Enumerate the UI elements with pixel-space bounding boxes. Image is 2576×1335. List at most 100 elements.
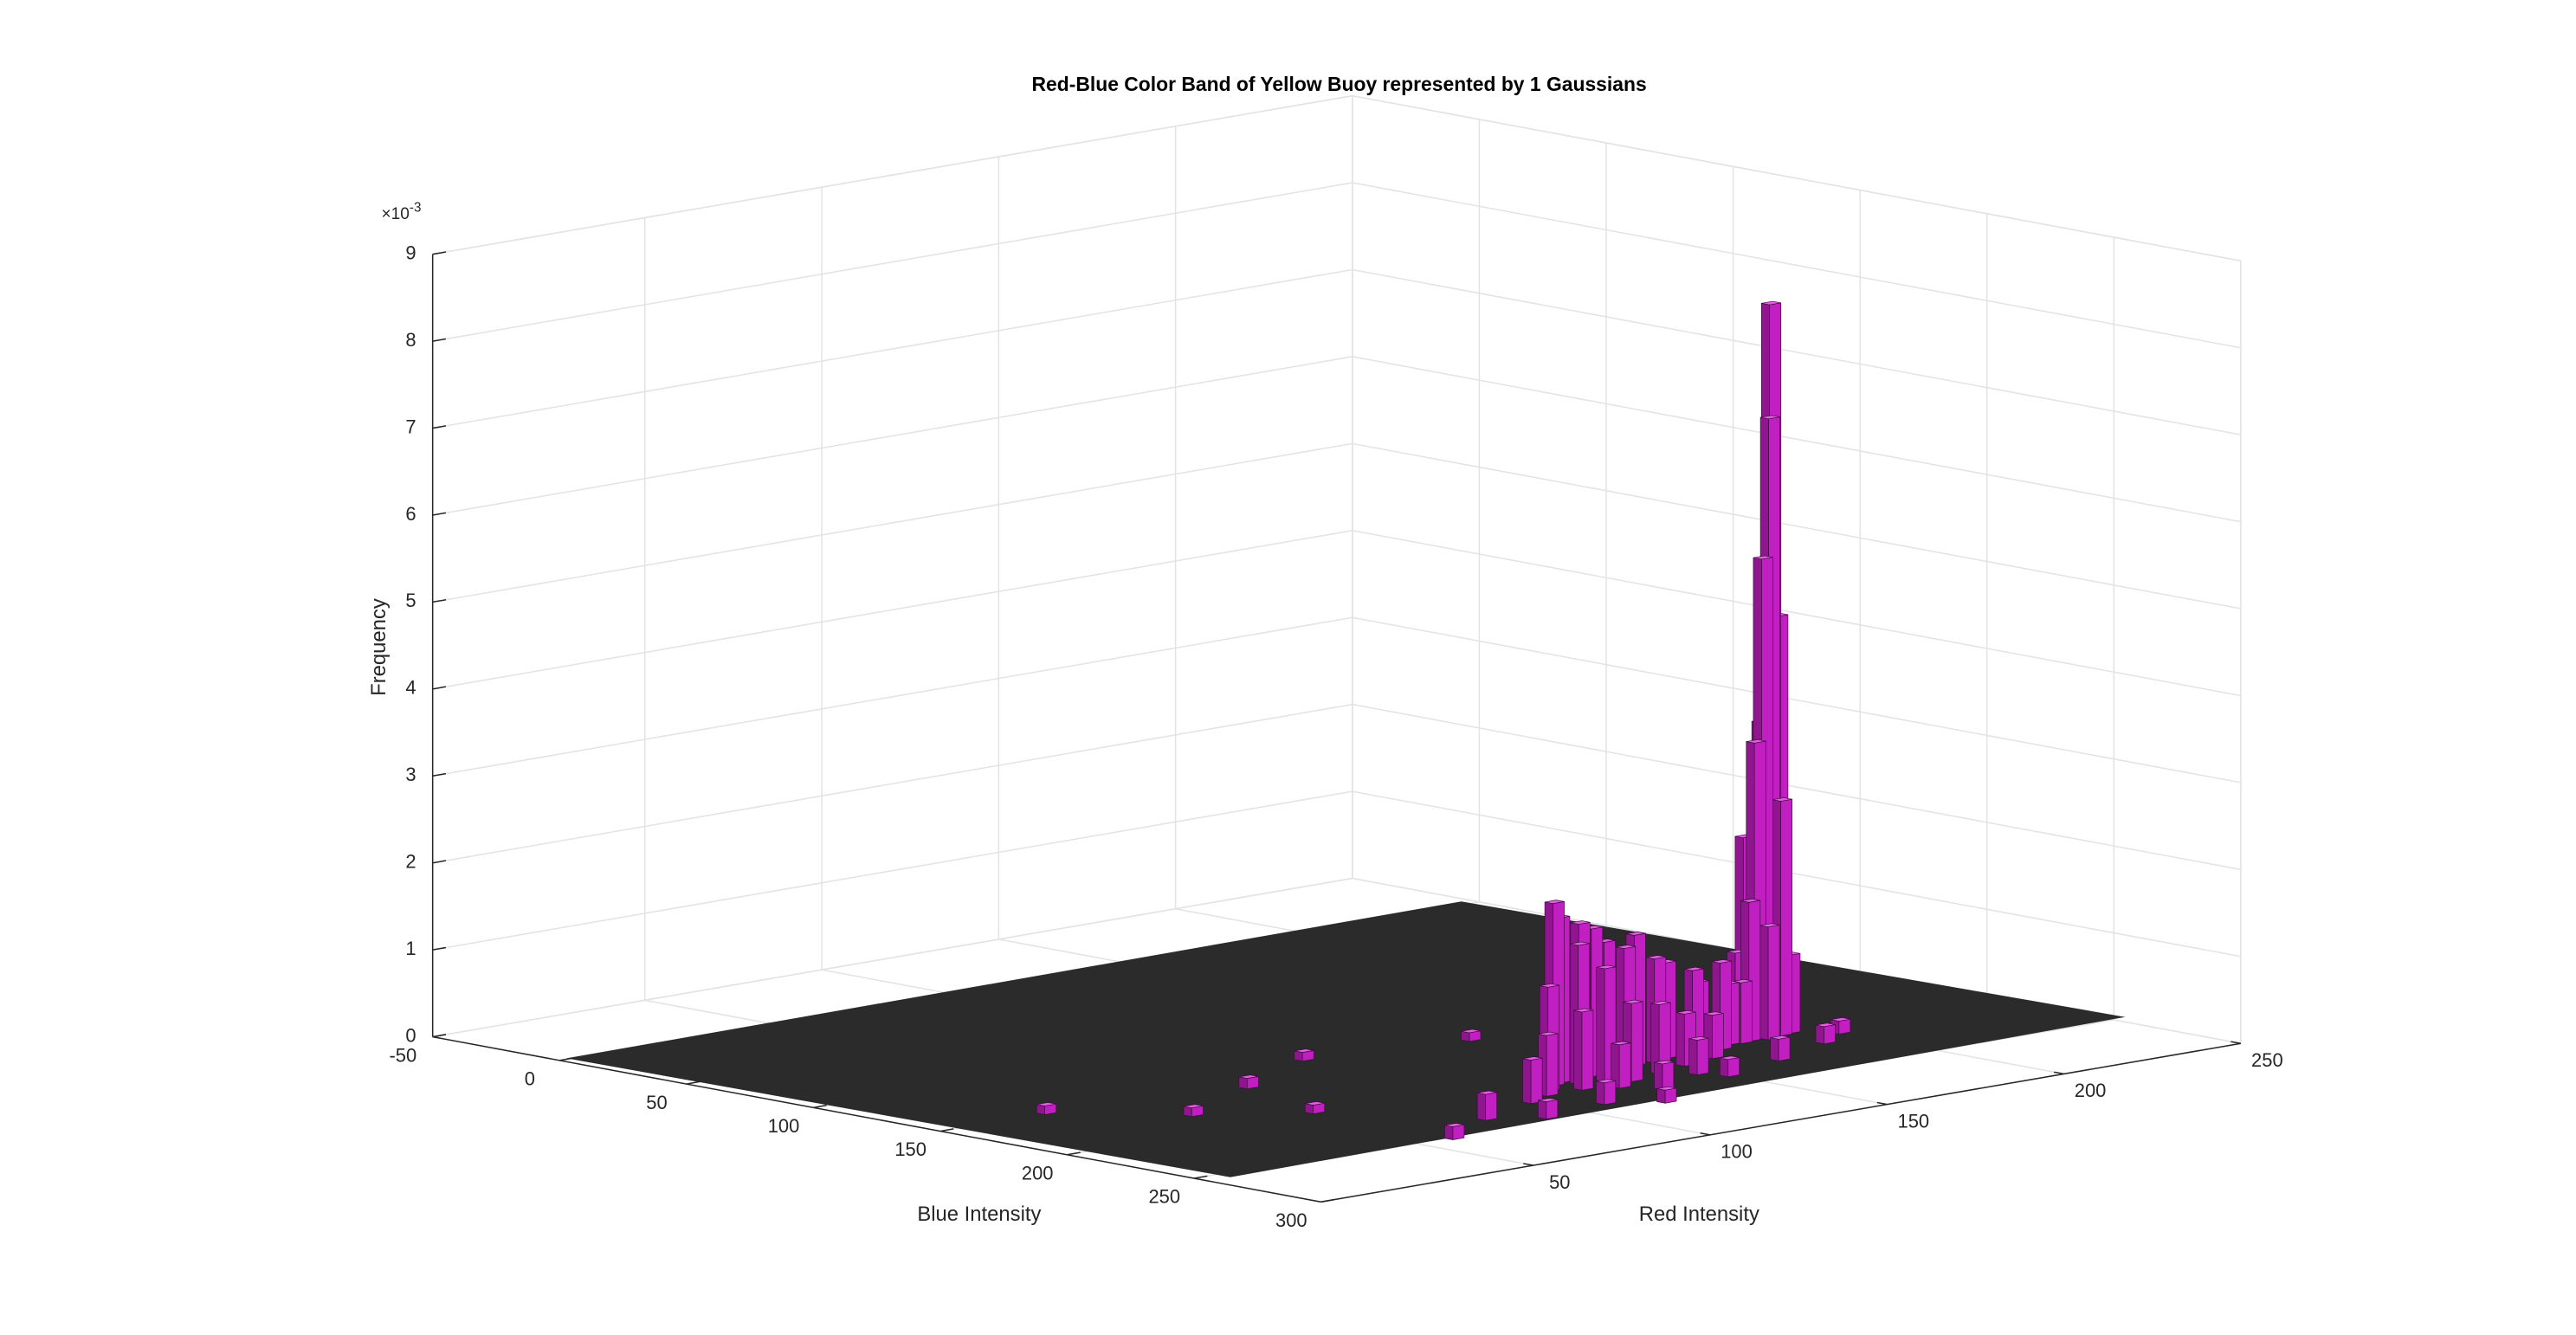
bar-top-face [1545, 900, 1565, 904]
y-tick [1193, 1175, 1208, 1179]
bar-top-face [1540, 983, 1559, 988]
bar-top-face [1675, 1009, 1696, 1015]
bar [1461, 1029, 1482, 1042]
bar-side-face [1596, 966, 1605, 1082]
grid-line [1352, 616, 2241, 784]
y-axis-label: Blue Intensity [917, 1203, 1041, 1226]
bar-top-face [1830, 1017, 1850, 1022]
y-tick-label: 300 [1275, 1209, 1307, 1231]
bar-top-face [1538, 1098, 1558, 1102]
bar-front-face [1767, 925, 1780, 1041]
grid-line [1352, 790, 2241, 958]
bar-side-face [1444, 1125, 1454, 1140]
z-tick-label: 8 [405, 329, 416, 351]
x-tick [1523, 1163, 1533, 1166]
z-tick-label: 0 [405, 1024, 416, 1046]
z-multiplier-base: ×10 [382, 205, 410, 223]
grid-line [1352, 268, 2241, 435]
bar-top-face [1654, 1060, 1675, 1065]
bar-side-face [1770, 1037, 1779, 1061]
bar-side-face [1656, 1088, 1666, 1104]
grid-line [1352, 530, 2241, 697]
z-tick-label: 5 [405, 590, 416, 611]
bar-front-face [1530, 1057, 1543, 1105]
bar [1304, 1101, 1326, 1114]
bar-side-face [1815, 1024, 1824, 1045]
bar-front-face [1696, 1037, 1709, 1076]
bar-front-face [1618, 1042, 1631, 1089]
y-tick [686, 1080, 700, 1085]
bar-front-face [1546, 1099, 1559, 1120]
bar-side-face [1522, 1058, 1532, 1105]
bar-front-face [1604, 1080, 1617, 1106]
grid-line [1352, 356, 2241, 523]
bar [1522, 1056, 1543, 1105]
y-tick-label: -50 [390, 1044, 417, 1066]
bar-top-face [1477, 1090, 1497, 1095]
bar-top-face [1712, 959, 1732, 964]
z-tick [432, 946, 447, 951]
y-tick-label: 50 [646, 1092, 667, 1113]
bar-front-face [1824, 1024, 1836, 1045]
bar-side-face [1688, 1038, 1698, 1076]
z-tick [432, 686, 447, 690]
x-tick-label: 200 [2075, 1080, 2107, 1101]
x-tick [2053, 1071, 2064, 1075]
bar-front-face [1838, 1018, 1851, 1035]
grid-line [432, 530, 1353, 690]
x-tick [2231, 1041, 2241, 1044]
bar-side-face [1538, 1100, 1547, 1120]
bar-side-face [1238, 1076, 1248, 1090]
bar-top-face [1036, 1102, 1056, 1106]
x-axis-line [1320, 1042, 2241, 1203]
bar-top-face [1625, 932, 1646, 936]
bar [1538, 1098, 1559, 1120]
bar-top-face [1770, 1035, 1791, 1040]
bar [1623, 999, 1643, 1082]
x-axis-label: Red Intensity [1639, 1203, 1759, 1226]
z-tick-label: 7 [405, 416, 416, 437]
bar-top-face [1570, 920, 1591, 925]
bar-front-face [1485, 1092, 1498, 1121]
z-axis-label: Frequency [367, 598, 391, 696]
z-tick [432, 598, 447, 603]
y-tick [1067, 1151, 1081, 1156]
bar-top-face [1596, 964, 1617, 970]
grid-line [432, 356, 1353, 516]
y-tick-label: 100 [768, 1115, 800, 1137]
y-tick-label: 150 [894, 1138, 926, 1160]
bar-top-face [1573, 1008, 1594, 1013]
bar-top-face [1646, 955, 1666, 959]
x-tick [1700, 1132, 1711, 1136]
bar-top-face [1720, 1055, 1740, 1061]
bar [1036, 1102, 1057, 1115]
z-multiplier: ×10-3 [382, 200, 422, 223]
grid-line [1352, 94, 2241, 262]
bar-front-face [1711, 1013, 1724, 1060]
bar [1719, 1055, 1740, 1078]
grid-line [432, 442, 1353, 603]
x-tick-label: 250 [2251, 1049, 2283, 1071]
bar-side-face [1759, 925, 1769, 1041]
bar-top-face [1688, 1036, 1709, 1041]
bar-top-face [1761, 300, 1781, 306]
bar-top-face [1740, 898, 1760, 903]
z-tick [432, 512, 447, 516]
bar [1688, 1036, 1709, 1076]
bar [1476, 1090, 1498, 1121]
z-tick-label: 9 [405, 242, 416, 263]
grid-line [432, 94, 1353, 255]
bar-top-face [1623, 999, 1643, 1004]
y-tick [1320, 1198, 1335, 1203]
x-tick [1876, 1101, 1888, 1106]
bar-top-face [1616, 945, 1636, 949]
bar [1654, 1060, 1675, 1091]
z-tick [432, 251, 447, 255]
bar-side-face [1675, 1012, 1685, 1067]
bar-top-face [1650, 1001, 1671, 1005]
bar [1656, 1086, 1677, 1104]
bar-front-face [1581, 1009, 1594, 1091]
bar-front-face [1662, 1061, 1675, 1091]
y-tick [559, 1057, 573, 1061]
